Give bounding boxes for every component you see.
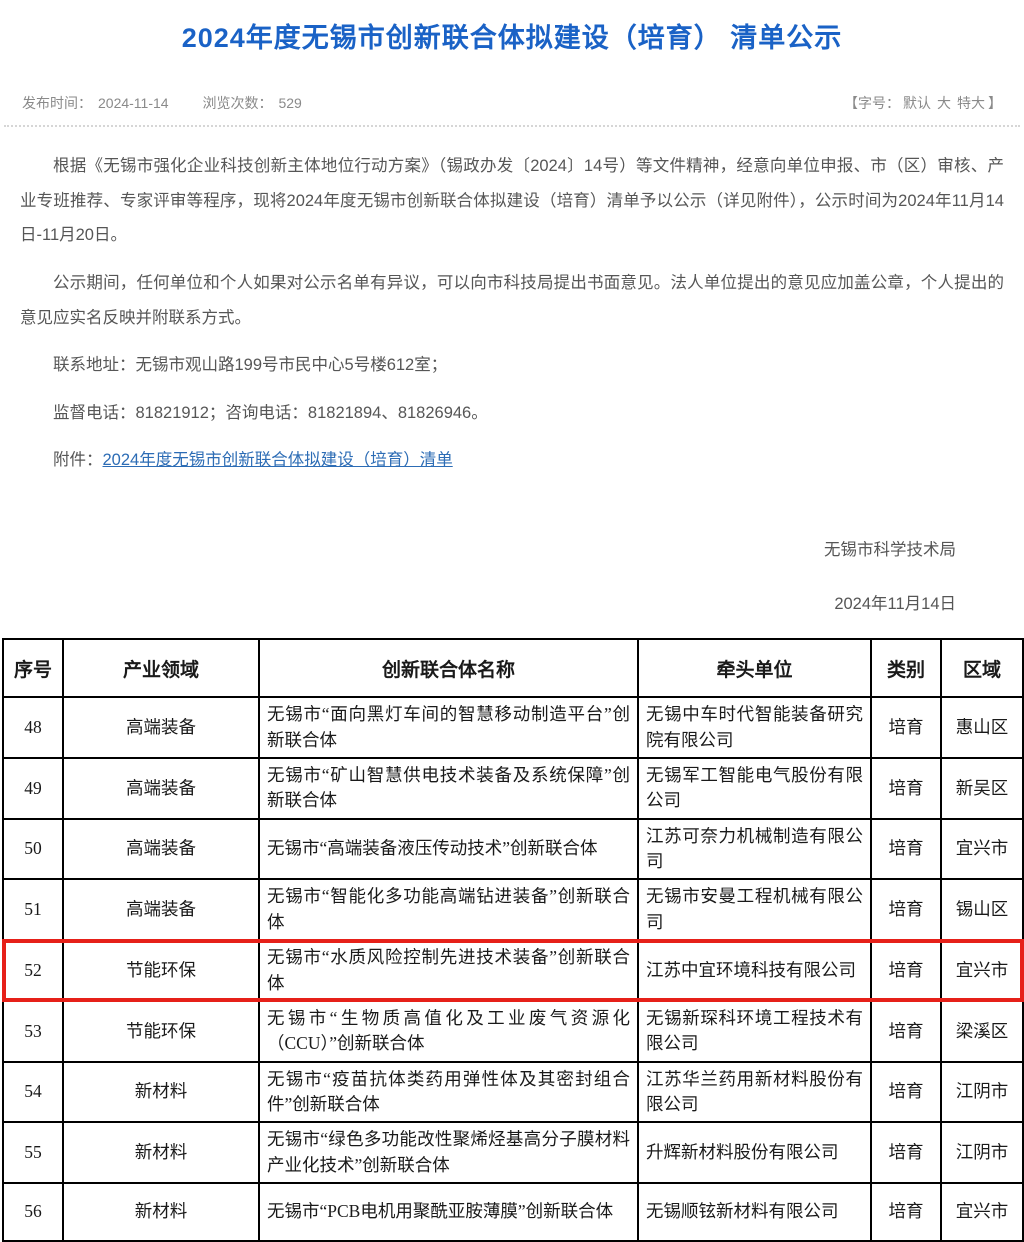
header-category: 类别 [870,638,942,699]
cell-consortium-name: 无锡市“高端装备液压传动技术”创新联合体 [258,817,639,881]
cell-category: 培育 [870,878,942,942]
cell-lead-unit: 无锡顺铉新材料有限公司 [637,1182,872,1242]
cell-consortium-name: 无锡市“疫苗抗体类药用弹性体及其密封组合件”创新联合体 [258,1060,639,1124]
cell-lead-unit: 无锡新琛科环境工程技术有限公司 [637,999,872,1063]
cell-category: 培育 [870,999,942,1063]
publish-info: 发布时间： 2024-11-14 浏览次数： 529 [22,93,308,113]
cell-serial: 54 [2,1060,64,1124]
cell-industry-field: 新材料 [62,1121,260,1185]
cell-region: 新吴区 [940,756,1024,820]
notice-body: 根据《无锡市强化企业科技创新主体地位行动方案》（锡政办发〔2024〕14号）等文… [0,127,1024,614]
attachment-link[interactable]: 2024年度无锡市创新联合体拟建设（培育）清单 [102,451,453,470]
attachment-label: 附件： [53,451,103,470]
paragraph-objection: 公示期间，任何单位和个人如果对公示名单有异议，可以向市科技局提出书面意见。法人单… [20,273,1004,327]
cell-region: 江阴市 [940,1121,1024,1185]
table-row: 50 高端装备 无锡市“高端装备液压传动技术”创新联合体 江苏可奈力机械制造有限… [2,817,1024,881]
cell-lead-unit: 江苏可奈力机械制造有限公司 [637,817,872,881]
table-row: 55 新材料 无锡市“绿色多功能改性聚烯烃基高分子膜材料产业化技术”创新联合体 … [2,1121,1024,1185]
contact-address: 联系地址：无锡市观山路199号市民中心5号楼612室； [53,356,448,375]
header-lead-unit: 牵头单位 [637,638,872,699]
publish-time-label: 发布时间： [22,95,92,111]
cell-serial: 50 [2,817,64,881]
table-row-highlighted: 52 节能环保 无锡市“水质风险控制先进技术装备”创新联合体 江苏中宜环境科技有… [2,939,1024,1002]
cell-region: 江阴市 [940,1060,1024,1124]
consortium-table: 序号 产业领域 创新联合体名称 牵头单位 类别 区域 48 高端装备 无锡市“面… [2,638,1024,1242]
cell-consortium-name: 无锡市“生物质高值化及工业废气资源化（CCU）”创新联合体 [258,999,639,1063]
cell-lead-unit: 无锡军工智能电气股份有限公司 [637,756,872,820]
meta-bar: 发布时间： 2024-11-14 浏览次数： 529 【字号： 默认大特大】 [0,93,1024,113]
publish-time-value: 2024-11-14 [98,95,169,111]
cell-region: 梁溪区 [940,999,1024,1063]
cell-lead-unit: 江苏华兰药用新材料股份有限公司 [637,1060,872,1124]
attachment-line: 附件：2024年度无锡市创新联合体拟建设（培育）清单 [20,443,1004,478]
header-industry-field: 产业领域 [62,638,260,699]
cell-consortium-name: 无锡市“面向黑灯车间的智慧移动制造平台”创新联合体 [258,696,639,759]
cell-industry-field: 高端装备 [62,696,260,759]
table-row: 53 节能环保 无锡市“生物质高值化及工业废气资源化（CCU）”创新联合体 无锡… [2,999,1024,1063]
cell-lead-unit: 无锡中车时代智能装备研究院有限公司 [637,696,872,759]
table-row: 48 高端装备 无锡市“面向黑灯车间的智慧移动制造平台”创新联合体 无锡中车时代… [2,696,1024,759]
cell-industry-field: 高端装备 [62,756,260,820]
cell-region: 宜兴市 [940,1182,1024,1242]
cell-consortium-name: 无锡市“绿色多功能改性聚烯烃基高分子膜材料产业化技术”创新联合体 [258,1121,639,1185]
dotted-divider [4,125,1020,127]
cell-industry-field: 新材料 [62,1060,260,1124]
table-row: 49 高端装备 无锡市“矿山智慧供电技术装备及系统保障”创新联合体 无锡军工智能… [2,756,1024,820]
cell-category: 培育 [870,817,942,881]
cell-category: 培育 [870,1060,942,1124]
cell-category: 培育 [870,939,942,1002]
table-row: 54 新材料 无锡市“疫苗抗体类药用弹性体及其密封组合件”创新联合体 江苏华兰药… [2,1060,1024,1124]
cell-consortium-name: 无锡市“矿山智慧供电技术装备及系统保障”创新联合体 [258,756,639,820]
header-consortium-name: 创新联合体名称 [258,638,639,699]
cell-region: 宜兴市 [940,817,1024,881]
contact-phones: 监督电话：81821912；咨询电话：81821894、81826946。 [53,403,488,422]
views-label: 浏览次数： [202,95,273,111]
table-header: 序号 产业领域 创新联合体名称 牵头单位 类别 区域 [2,638,1024,699]
table-row: 51 高端装备 无锡市“智能化多功能高端钻进装备”创新联合体 无锡市安曼工程机械… [2,878,1024,942]
cell-industry-field: 新材料 [62,1182,260,1242]
fontsize-prefix: 【字号： [844,95,900,111]
cell-industry-field: 高端装备 [62,878,260,942]
table-body: 48 高端装备 无锡市“面向黑灯车间的智慧移动制造平台”创新联合体 无锡中车时代… [2,696,1024,1242]
fontsize-option-default[interactable]: 默认 [903,95,931,111]
cell-category: 培育 [870,696,942,759]
cell-lead-unit: 升辉新材料股份有限公司 [637,1121,872,1185]
table-row: 56 新材料 无锡市“PCB电机用聚酰亚胺薄膜”创新联合体 无锡顺铉新材料有限公… [2,1182,1024,1242]
signature-block: 无锡市科学技术局 2024年11月14日 [20,536,1004,614]
cell-region: 宜兴市 [940,939,1024,1002]
fontsize-option-xlarge[interactable]: 特大 [957,95,985,111]
header-region: 区域 [940,638,1024,699]
cell-consortium-name: 无锡市“智能化多功能高端钻进装备”创新联合体 [258,878,639,942]
cell-category: 培育 [870,756,942,820]
issuing-org: 无锡市科学技术局 [824,541,956,560]
cell-serial: 51 [2,878,64,942]
cell-lead-unit: 无锡市安曼工程机械有限公司 [637,878,872,942]
issue-date: 2024年11月14日 [834,595,956,614]
cell-serial: 48 [2,696,64,759]
cell-industry-field: 节能环保 [62,939,260,1002]
cell-category: 培育 [870,1182,942,1242]
cell-serial: 49 [2,756,64,820]
cell-lead-unit: 江苏中宜环境科技有限公司 [637,939,872,1002]
cell-category: 培育 [870,1121,942,1185]
cell-region: 惠山区 [940,696,1024,759]
cell-serial: 53 [2,999,64,1063]
cell-industry-field: 节能环保 [62,999,260,1063]
cell-serial: 56 [2,1182,64,1242]
fontsize-suffix: 】 [988,95,1002,111]
header-serial: 序号 [2,638,64,699]
cell-serial: 55 [2,1121,64,1185]
page-title: 2024年度无锡市创新联合体拟建设（培育） 清单公示 [181,23,843,53]
cell-industry-field: 高端装备 [62,817,260,881]
fontsize-control: 【字号： 默认大特大】 [844,93,1002,113]
cell-consortium-name: 无锡市“水质风险控制先进技术装备”创新联合体 [258,939,639,1002]
cell-consortium-name: 无锡市“PCB电机用聚酰亚胺薄膜”创新联合体 [258,1182,639,1242]
cell-region: 锡山区 [940,878,1024,942]
cell-serial: 52 [2,939,64,1002]
views-count: 529 [278,95,302,111]
fontsize-option-large[interactable]: 大 [937,95,951,111]
paragraph-basis: 根据《无锡市强化企业科技创新主体地位行动方案》（锡政办发〔2024〕14号）等文… [20,157,1004,245]
